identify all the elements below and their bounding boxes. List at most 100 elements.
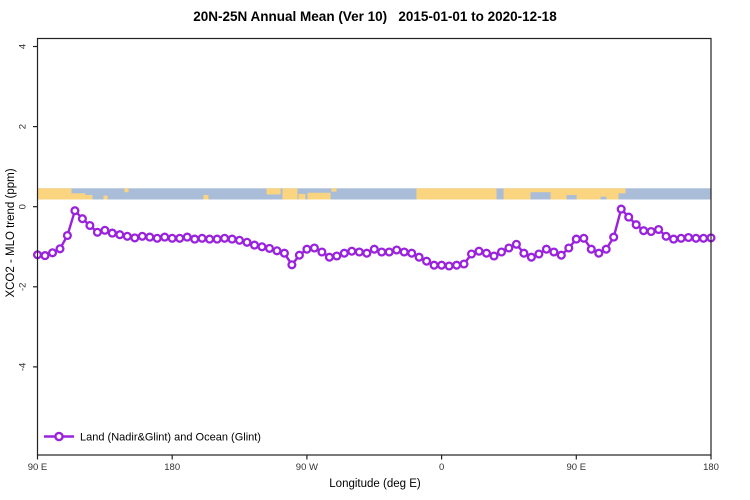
map-band-land-patch (266, 188, 281, 195)
data-point-marker (526, 252, 536, 262)
data-point-marker (399, 247, 409, 257)
x-axis-tick-label: 90 E (567, 462, 587, 473)
map-band-land-patch (576, 188, 601, 200)
data-point-marker (302, 244, 312, 254)
map-band-land-patch (331, 188, 337, 192)
map-band-land-patch (618, 188, 626, 194)
data-point-marker (212, 234, 222, 244)
map-band-land-patch (282, 188, 298, 200)
data-point-marker (287, 260, 297, 270)
data-point-marker (130, 233, 140, 243)
map-band-land-patch (85, 195, 93, 200)
data-point-marker (40, 251, 50, 261)
data-point-marker (624, 212, 634, 222)
data-point-marker (579, 233, 589, 243)
data-point-marker (152, 233, 162, 243)
data-point-marker (190, 234, 200, 244)
y-axis-tick-label: 4 (18, 44, 29, 49)
data-point-marker (362, 248, 372, 258)
x-axis-tick-label: 0 (439, 462, 444, 473)
y-axis-tick-label: -4 (18, 363, 29, 371)
map-band-land-patch (530, 188, 551, 193)
plot-frame (36, 37, 712, 456)
x-axis-tick-label: 90 W (296, 462, 318, 473)
data-point-marker (249, 240, 260, 250)
map-band-land-patch (416, 188, 497, 200)
data-point-marker (571, 234, 581, 244)
data-point-marker (85, 220, 95, 231)
data-point-marker (145, 232, 155, 242)
data-point-marker (182, 232, 192, 242)
data-point-marker (496, 247, 507, 257)
data-point-marker (205, 234, 215, 244)
y-axis-tick-label: 2 (18, 124, 29, 129)
map-band-land-patch (550, 188, 567, 200)
data-point-marker (264, 243, 275, 253)
map-band-land-patch (203, 195, 209, 200)
x-axis-tick-label: 180 (703, 462, 719, 473)
data-point-marker (294, 250, 304, 260)
data-point-marker (504, 243, 514, 253)
data-point-marker (227, 234, 237, 244)
x-axis-tick-label: 180 (164, 462, 180, 473)
map-band-land-patch (503, 188, 531, 200)
legend-label: Land (Nadir&Glint) and Ocean (Glint) (80, 432, 261, 444)
data-point-marker (122, 231, 132, 241)
data-point-marker (556, 250, 566, 260)
data-point-marker (347, 246, 357, 256)
data-point-marker (654, 224, 664, 235)
data-point-marker (339, 248, 349, 258)
data-point-marker (55, 244, 65, 254)
data-point-marker (414, 252, 424, 262)
x-axis-title: Longitude (deg E) (329, 478, 421, 490)
data-point-marker (534, 249, 544, 259)
data-point-marker (661, 231, 671, 241)
data-point-marker (197, 233, 207, 243)
data-point-marker (609, 232, 619, 242)
data-point-marker (669, 234, 679, 244)
data-point-marker (564, 243, 574, 253)
data-point-marker (422, 256, 432, 266)
data-point-marker (481, 248, 492, 258)
data-point-marker (137, 231, 147, 241)
data-point-marker (257, 242, 267, 252)
data-point-marker (62, 230, 72, 241)
map-band-land-patch (566, 188, 577, 196)
data-point-marker (691, 233, 701, 243)
legend-marker (54, 431, 64, 442)
data-point-marker (92, 227, 102, 237)
data-point-marker (407, 248, 417, 258)
data-point-marker (234, 235, 245, 245)
data-point-marker (354, 247, 364, 257)
data-point-marker (474, 246, 484, 256)
data-point-marker (309, 243, 319, 253)
map-band-land-patch (71, 193, 86, 200)
x-axis-tick-label: 90 E (28, 462, 48, 473)
data-point-marker (77, 214, 87, 224)
chart-title: 20N-25N Annual Mean (Ver 10) 2015-01-01 … (193, 9, 557, 24)
data-point-marker (369, 244, 379, 254)
data-point-marker (167, 233, 177, 243)
data-point-marker (272, 246, 282, 256)
data-point-marker (392, 245, 402, 255)
data-point-marker (549, 247, 559, 257)
map-band-ocean (37, 188, 711, 200)
data-point-marker (175, 233, 185, 243)
data-point-marker (317, 247, 327, 257)
data-point-marker (437, 260, 447, 270)
data-point-marker (100, 225, 110, 235)
data-point-marker (429, 260, 439, 270)
data-point-marker (279, 248, 289, 258)
data-point-marker (639, 226, 649, 236)
data-point-marker (676, 233, 686, 243)
y-axis-tick-label: 0 (18, 204, 29, 209)
legend: Land (Nadir&Glint) and Ocean (Glint) (44, 432, 261, 444)
data-point-marker (683, 232, 694, 243)
data-point-marker (466, 249, 477, 259)
data-point-marker (601, 244, 611, 254)
data-point-marker (377, 247, 387, 257)
data-point-marker (489, 251, 499, 261)
